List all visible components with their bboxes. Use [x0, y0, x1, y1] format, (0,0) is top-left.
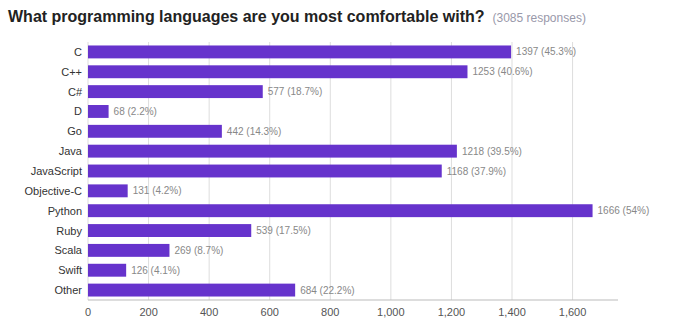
data-label: 577 (18.7%): [268, 86, 322, 97]
category-label: C#: [68, 86, 83, 98]
subtitle: (3085 responses): [493, 11, 586, 25]
bar: [88, 105, 109, 118]
bar: [88, 284, 295, 297]
category-label: Scala: [54, 244, 82, 256]
category-label: Objective-C: [25, 185, 83, 197]
data-label: 68 (2.2%): [114, 106, 157, 117]
category-label: C: [74, 46, 82, 58]
data-label: 1253 (40.6%): [472, 66, 532, 77]
x-tick-label: 1,600: [559, 306, 587, 318]
grid-line: [512, 42, 513, 300]
bars: [88, 45, 593, 296]
category-label: Swift: [58, 264, 82, 276]
bar: [88, 264, 126, 277]
data-label: 269 (8.7%): [174, 245, 223, 256]
x-tick-label: 400: [200, 306, 218, 318]
data-label: 1666 (54%): [598, 205, 650, 216]
data-label: 131 (4.2%): [133, 185, 182, 196]
bar: [88, 184, 128, 197]
y-axis: C C++ C# D Go Java JavaScript Objective-C Python…: [25, 46, 83, 296]
data-label: 442 (14.3%): [227, 126, 281, 137]
category-label: Go: [67, 125, 82, 137]
category-label: C++: [61, 66, 82, 78]
data-label: 684 (22.2%): [300, 285, 354, 296]
category-label: JavaScript: [31, 165, 82, 177]
x-tick-label: 1,200: [438, 306, 466, 318]
category-label: D: [74, 105, 82, 117]
x-axis: 0 200 400 600 800 1,000 1,200 1,400 1,600: [85, 306, 586, 318]
bar: [88, 244, 169, 257]
labels: 1397 (45.3%) 1253 (40.6%) 577 (18.7%) 68 (2…: [114, 46, 650, 295]
bar: [88, 65, 467, 78]
x-tick-label: 1,000: [377, 306, 405, 318]
x-axis-line: [88, 300, 618, 301]
category-label: Java: [59, 145, 83, 157]
bar: [88, 145, 457, 158]
bar: [88, 204, 593, 217]
data-label: 1397 (45.3%): [516, 46, 576, 57]
bar: [88, 45, 511, 58]
bar: [88, 125, 222, 138]
category-label: Python: [48, 205, 82, 217]
data-label: 1218 (39.5%): [462, 146, 522, 157]
x-tick-label: 600: [261, 306, 279, 318]
bar: [88, 165, 442, 178]
grid: [88, 42, 573, 300]
grid-line: [572, 42, 573, 300]
bar: [88, 224, 251, 237]
chart-container: What programming languages are you most …: [0, 0, 700, 328]
data-label: 126 (4.1%): [131, 265, 180, 276]
bar: [88, 85, 263, 98]
x-tick-label: 0: [85, 306, 91, 318]
title: What programming languages are you most …: [8, 8, 485, 25]
category-label: Ruby: [56, 225, 82, 237]
data-label: 1168 (37.9%): [447, 166, 506, 177]
x-tick-label: 800: [321, 306, 339, 318]
data-label: 539 (17.5%): [256, 225, 310, 236]
x-tick-label: 200: [139, 306, 157, 318]
x-tick-label: 1,400: [498, 306, 526, 318]
chart-svg: What programming languages are you most …: [0, 0, 700, 328]
category-label: Other: [54, 284, 82, 296]
